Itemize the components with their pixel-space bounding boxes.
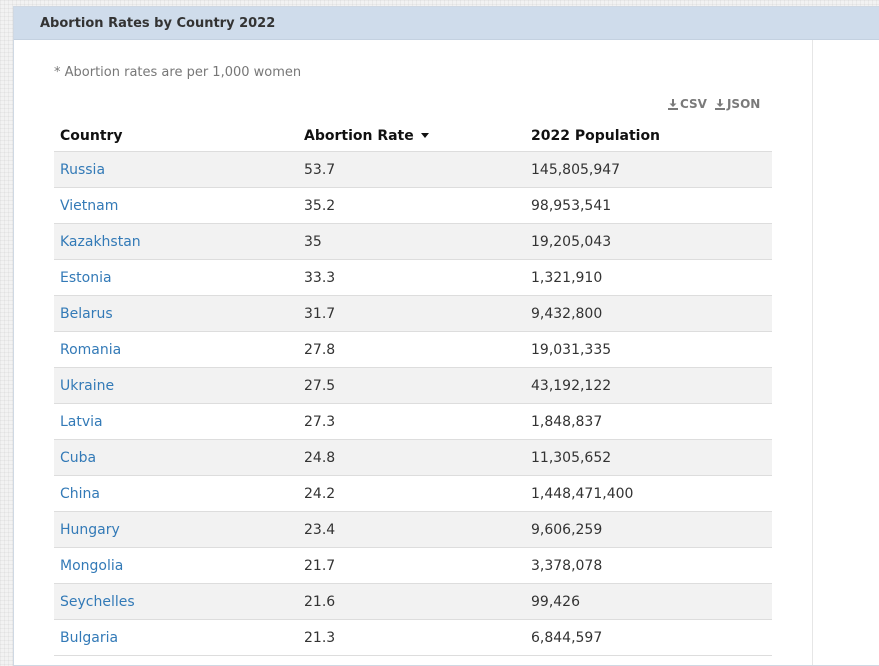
abortion-rate-cell: 53.7	[298, 151, 525, 188]
table-row: Cuba 24.8 11,305,652	[54, 439, 772, 476]
country-cell: China	[54, 475, 298, 512]
population-cell: 145,805,947	[525, 151, 772, 188]
country-cell: Latvia	[54, 403, 298, 440]
csv-label: CSV	[680, 97, 707, 111]
table-row: Mongolia 21.7 3,378,078	[54, 547, 772, 584]
population-cell: 19,031,335	[525, 331, 772, 368]
table-row: Seychelles 21.6 99,426	[54, 583, 772, 620]
column-header-country[interactable]: Country	[54, 121, 298, 152]
country-link[interactable]: Kazakhstan	[60, 233, 141, 250]
country-cell: Bulgaria	[54, 619, 298, 656]
column-header-label: Abortion Rate	[304, 128, 414, 144]
table-row: Hungary 23.4 9,606,259	[54, 511, 772, 548]
abortion-rate-cell: 24.2	[298, 475, 525, 512]
population-cell: 6,844,597	[525, 619, 772, 656]
table-row: Vietnam 35.2 98,953,541	[54, 187, 772, 224]
column-header-label: Country	[60, 128, 123, 144]
population-cell: 11,305,652	[525, 439, 772, 476]
table-row: Estonia 33.3 1,321,910	[54, 259, 772, 296]
population-cell: 19,205,043	[525, 223, 772, 260]
abortion-rate-cell: 27.3	[298, 403, 525, 440]
table-row: Romania 27.8 19,031,335	[54, 331, 772, 368]
population-cell: 1,321,910	[525, 259, 772, 296]
panel-header: Abortion Rates by Country 2022	[14, 7, 879, 40]
abortion-rate-cell: 24.8	[298, 439, 525, 476]
country-link[interactable]: Bulgaria	[60, 629, 119, 646]
country-link[interactable]: Cuba	[60, 449, 97, 466]
country-link[interactable]: Ukraine	[60, 377, 115, 394]
data-panel: Abortion Rates by Country 2022 * Abortio…	[13, 6, 879, 666]
abortion-rate-cell: 33.3	[298, 259, 525, 296]
abortion-rate-cell: 21.3	[298, 619, 525, 656]
csv-download-link[interactable]: CSV	[668, 97, 707, 111]
footnote: * Abortion rates are per 1,000 women	[54, 65, 302, 80]
country-link[interactable]: Russia	[60, 161, 106, 178]
download-links: CSV JSON	[668, 97, 760, 111]
population-cell: 3,378,078	[525, 547, 772, 584]
table-row: Bulgaria 21.3 6,844,597	[54, 619, 772, 656]
country-cell: Russia	[54, 151, 298, 188]
abortion-rate-cell: 35.2	[298, 187, 525, 224]
column-header-abortion-rate[interactable]: Abortion Rate	[298, 121, 525, 152]
divider	[812, 40, 813, 665]
table-row: Belarus 31.7 9,432,800	[54, 295, 772, 332]
country-link[interactable]: China	[60, 485, 100, 502]
country-link[interactable]: Romania	[60, 341, 122, 358]
country-cell: Cuba	[54, 439, 298, 476]
abortion-rate-cell: 21.7	[298, 547, 525, 584]
country-cell: Ukraine	[54, 367, 298, 404]
download-icon	[668, 98, 678, 110]
population-cell: 98,953,541	[525, 187, 772, 224]
country-link[interactable]: Hungary	[60, 521, 120, 538]
population-cell: 1,448,471,400	[525, 475, 772, 512]
country-cell: Romania	[54, 331, 298, 368]
abortion-rate-cell: 23.4	[298, 511, 525, 548]
population-cell: 9,606,259	[525, 511, 772, 548]
sort-desc-icon	[420, 132, 429, 138]
table-row: Kazakhstan 35 19,205,043	[54, 223, 772, 260]
country-cell: Seychelles	[54, 583, 298, 620]
country-cell: Vietnam	[54, 187, 298, 224]
table-row: China 24.2 1,448,471,400	[54, 475, 772, 512]
country-link[interactable]: Belarus	[60, 305, 113, 322]
table-row: Ukraine 27.5 43,192,122	[54, 367, 772, 404]
country-link[interactable]: Mongolia	[60, 557, 124, 574]
country-cell: Mongolia	[54, 547, 298, 584]
table-row: Latvia 27.3 1,848,837	[54, 403, 772, 440]
population-cell: 43,192,122	[525, 367, 772, 404]
table-row: Russia 53.7 145,805,947	[54, 151, 772, 188]
country-cell: Kazakhstan	[54, 223, 298, 260]
abortion-rate-cell: 31.7	[298, 295, 525, 332]
abortion-rate-cell: 21.6	[298, 583, 525, 620]
country-link[interactable]: Vietnam	[60, 197, 119, 214]
country-cell: Belarus	[54, 295, 298, 332]
country-link[interactable]: Estonia	[60, 269, 112, 286]
country-cell: Hungary	[54, 511, 298, 548]
population-cell: 9,432,800	[525, 295, 772, 332]
column-header-population[interactable]: 2022 Population	[525, 121, 772, 152]
country-cell: Estonia	[54, 259, 298, 296]
population-cell: 1,848,837	[525, 403, 772, 440]
population-cell: 99,426	[525, 583, 772, 620]
panel-title: Abortion Rates by Country 2022	[40, 15, 276, 31]
table-body: Russia 53.7 145,805,947 Vietnam 35.2 98,953,5…	[54, 151, 772, 656]
json-download-link[interactable]: JSON	[714, 97, 761, 111]
json-label: JSON	[726, 97, 761, 111]
abortion-rates-table: Country Abortion Rate 2022 Population Ru…	[54, 121, 772, 656]
abortion-rate-cell: 27.5	[298, 367, 525, 404]
abortion-rate-cell: 35	[298, 223, 525, 260]
abortion-rate-cell: 27.8	[298, 331, 525, 368]
country-link[interactable]: Latvia	[60, 413, 103, 430]
download-icon	[714, 98, 725, 110]
country-link[interactable]: Seychelles	[60, 593, 135, 610]
column-header-label: 2022 Population	[531, 128, 661, 144]
table-header-row: Country Abortion Rate 2022 Population	[54, 121, 772, 152]
